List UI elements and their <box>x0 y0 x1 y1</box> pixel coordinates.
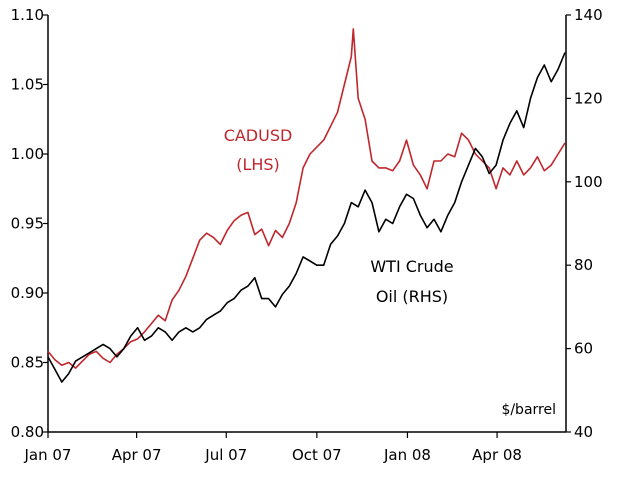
units-note: $/barrel <box>501 402 556 418</box>
cadusd-series-line <box>47 28 566 369</box>
left-tick-label: 1.10 <box>11 6 44 24</box>
x-tick-label: Oct 07 <box>292 446 342 464</box>
ticks-layer: 0.80 0.85 0.90 0.95 1.00 1.05 1.10 40 60 80 100 120… <box>11 6 603 464</box>
left-tick-label: 0.85 <box>11 354 44 372</box>
x-tick-label: Apr 08 <box>472 446 522 464</box>
x-tick-label: Jan 08 <box>383 446 431 464</box>
wti-series-line <box>47 52 566 383</box>
right-tick-label: 80 <box>574 256 593 274</box>
left-tick-label: 0.80 <box>11 423 44 441</box>
wti-label-line-1: WTI Crude <box>370 257 453 276</box>
left-tick-label: 0.95 <box>11 215 44 233</box>
x-tick-label: Jan 07 <box>24 446 72 464</box>
labels-layer: CADUSD (LHS) WTI Crude Oil (RHS) $/barre… <box>224 126 556 418</box>
right-tick-label: 140 <box>574 6 603 24</box>
right-tick-label: 60 <box>574 340 593 358</box>
right-tick-label: 40 <box>574 423 593 441</box>
cadusd-label-line-2: (LHS) <box>236 155 280 174</box>
axes-layer <box>47 15 567 433</box>
left-tick-label: 1.05 <box>11 76 44 94</box>
left-tick-label: 0.90 <box>11 284 44 302</box>
wti-label-line-2: Oil (RHS) <box>376 287 448 306</box>
left-tick-label: 1.00 <box>11 145 44 163</box>
right-tick-label: 120 <box>574 89 603 107</box>
series-layer <box>47 28 566 383</box>
cadusd-label-line-1: CADUSD <box>224 126 293 145</box>
right-tick-label: 100 <box>574 173 603 191</box>
x-tick-label: Apr 07 <box>112 446 162 464</box>
x-tick-label: Jul 07 <box>204 446 247 464</box>
